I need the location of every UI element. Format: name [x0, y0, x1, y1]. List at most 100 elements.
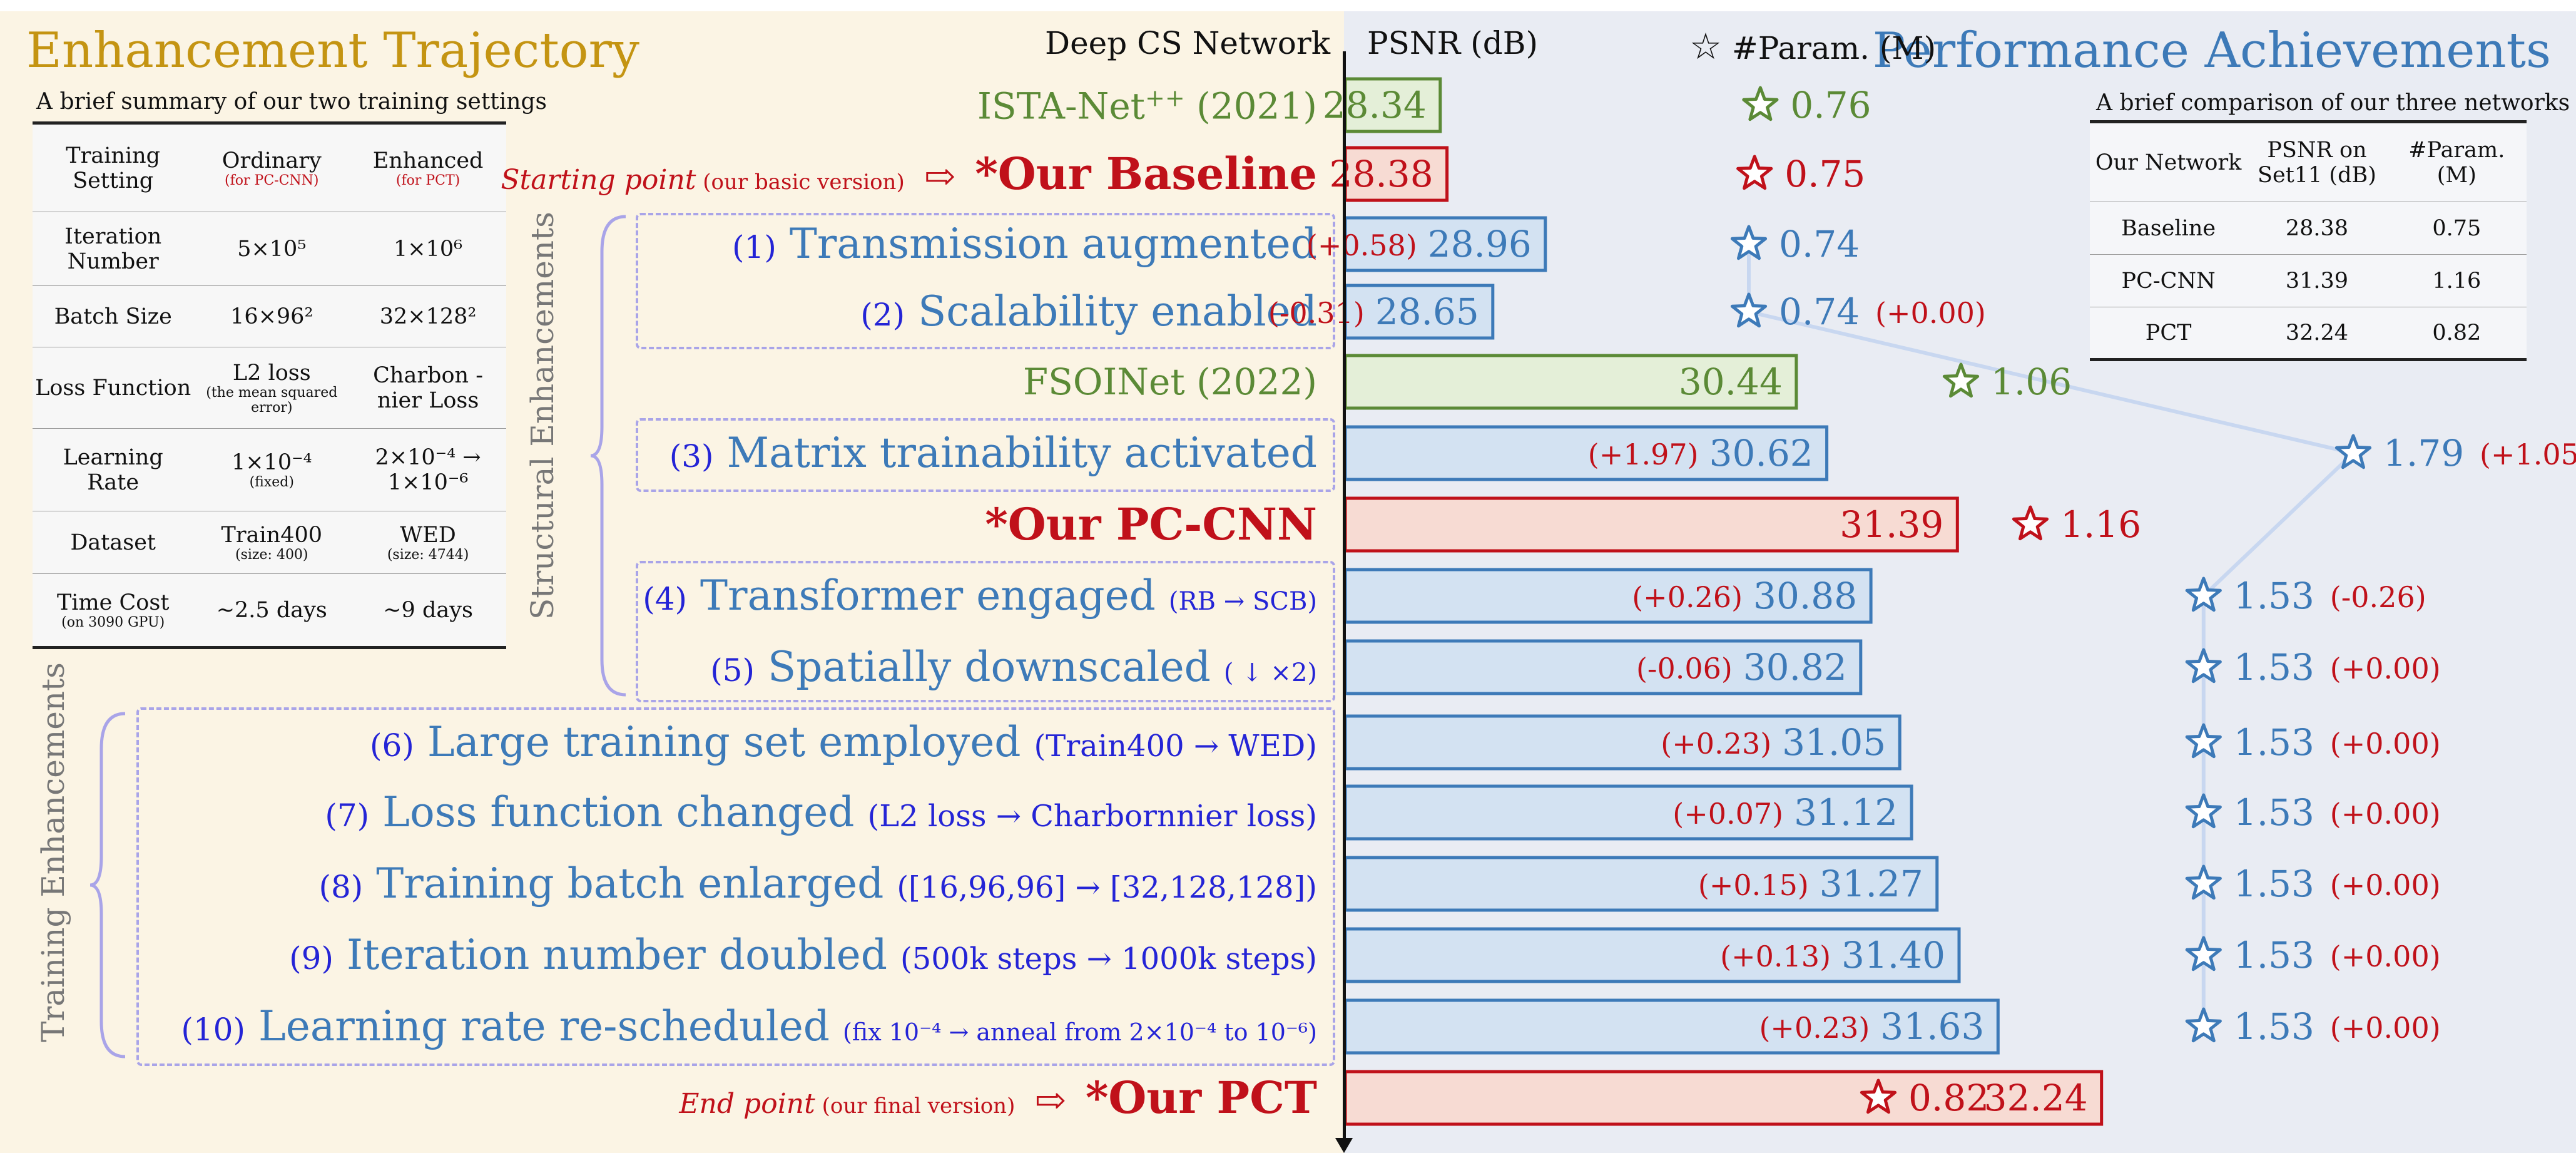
step-note: (L2 loss → Charbornnier loss): [867, 799, 1317, 834]
psnr-delta-label: (+0.13): [1720, 940, 1831, 973]
fsoinet-year: (2022): [1184, 361, 1317, 403]
step-text: Transmission augmented: [789, 220, 1317, 268]
psnr-bar: [1343, 856, 1939, 912]
param-delta-label: (+1.05): [2480, 438, 2576, 471]
param-value-label: 1.53: [2234, 721, 2314, 764]
param-star-icon: [2185, 648, 2222, 684]
param-value-label: 1.53: [2234, 934, 2314, 976]
row-label-step-7: (7) Loss function changed (L2 loss → Cha…: [325, 792, 1317, 833]
param-value-label: 0.76: [1790, 84, 1871, 126]
param-value-label: 0.75: [1784, 153, 1865, 195]
table-header-cell: Our Network: [2095, 150, 2242, 175]
param-star-icon: [1742, 86, 1779, 121]
psnr-value-label: 30.44: [1679, 361, 1783, 403]
psnr-delta-label: (+0.07): [1672, 797, 1783, 831]
table-row: PCT 32.24 0.82: [2090, 307, 2527, 360]
param-value-label: 1.06: [1991, 361, 2072, 403]
psnr-bar: [1343, 216, 1547, 272]
psnr-value-label: 28.38: [1330, 153, 1433, 195]
param-trajectory-line: [1747, 244, 2358, 1027]
psnr-delta-label: (+0.58): [1306, 228, 1417, 262]
ordinary-note: (the mean squared error): [206, 384, 338, 416]
step-note: ( ↓ ×2): [1223, 658, 1317, 687]
psnr-value-label: 30.88: [1753, 575, 1857, 617]
row-label-step-6: (6) Large training set employed (Train40…: [370, 722, 1317, 763]
row-label-note: (on 3090 GPU): [61, 614, 165, 630]
step-text: Loss function changed: [382, 788, 855, 836]
network-cell: Baseline: [2090, 202, 2248, 255]
ordinary-cell: ~2.5 days: [193, 573, 350, 648]
row-label-ista: ISTA-Net++ (2021): [977, 86, 1317, 124]
table-header-cell: #Param. (M): [2408, 137, 2505, 188]
psnr-delta-label: (+0.23): [1759, 1011, 1870, 1045]
step-text: Matrix trainability activated: [726, 429, 1317, 477]
param-header-text: #Param. (M): [1731, 30, 1937, 66]
psnr-cell: 32.24: [2247, 307, 2387, 360]
row-label-step-5: (5) Spatially downscaled ( ↓ ×2): [710, 647, 1317, 688]
step-note: (Train400 → WED): [1034, 729, 1317, 764]
ordinary-value: L2 loss: [232, 360, 311, 386]
row-label-fsoinet: FSOINet (2022): [1023, 364, 1317, 400]
right-title: Performance Achievements: [1872, 23, 2551, 79]
table-row: Learning Rate 1×10⁻⁴ (fixed) 2×10⁻⁴ → 1×…: [33, 428, 506, 511]
step-text: Learning rate re-scheduled: [258, 1002, 830, 1050]
step-text: Training batch enlarged: [376, 859, 884, 908]
param-value-label: 0.74: [1779, 223, 1860, 265]
training-brace: [89, 712, 126, 1058]
psnr-value-label: 31.63: [1880, 1005, 1984, 1048]
left-title: Enhancement Trajectory: [26, 23, 639, 79]
table-row: Batch Size 16×96² 32×128²: [33, 285, 506, 347]
step-text: Transformer engaged: [700, 571, 1156, 620]
ista-sup: ++: [1145, 84, 1185, 112]
row-label: Loss Function: [33, 347, 194, 429]
table-header-cell: Ordinary (for PC-CNN): [193, 123, 350, 212]
row-label: Dataset: [33, 511, 194, 574]
psnr-bar: [1343, 998, 2000, 1055]
step-number: (4): [643, 581, 688, 617]
enhanced-cell: 2×10⁻⁴ → 1×10⁻⁶: [350, 428, 506, 511]
psnr-delta-label: (+1.97): [1588, 438, 1699, 471]
param-star-icon: [2185, 793, 2222, 829]
axis-arrow-icon: [1335, 1138, 1353, 1153]
group-box-steps-4-5: [636, 561, 1335, 702]
row-label-step-4: (4) Transformer engaged (RB → SCB): [643, 575, 1317, 617]
ordinary-cell: L2 loss (the mean squared error): [193, 347, 350, 429]
psnr-value-label: 31.39: [1840, 503, 1943, 546]
enhanced-cell: Charbon -nier Loss: [350, 347, 506, 429]
row-label-step-8: (8) Training batch enlarged ([16,96,96] …: [318, 863, 1317, 904]
step-number: (6): [370, 727, 414, 764]
psnr-value-label: 31.27: [1820, 863, 1923, 905]
ordinary-note: (fixed): [249, 474, 294, 490]
psnr-value-label: 28.34: [1323, 84, 1427, 126]
param-column-header: ☆ #Param. (M): [1689, 25, 1936, 68]
step-number: (7): [325, 797, 370, 834]
step-text: Scalability enabled: [918, 287, 1317, 336]
step-number: (9): [289, 940, 333, 976]
group-box-step-3: [636, 418, 1335, 492]
param-delta-label: (+0.00): [2330, 1011, 2441, 1045]
step-number: (10): [181, 1012, 245, 1048]
row-label-pccnn: *Our PC-CNN: [985, 498, 1317, 550]
ordinary-cell: 5×10⁵: [193, 212, 350, 286]
table-header-cell: Training Setting: [66, 143, 161, 193]
psnr-value-label: 32.24: [1984, 1077, 2088, 1119]
param-value-label: 1.53: [2234, 1005, 2314, 1048]
row-label: Iteration Number: [33, 212, 194, 286]
param-value-label: 0.74: [1779, 290, 1860, 333]
psnr-value-label: 28.65: [1375, 290, 1479, 333]
step-number: (1): [732, 229, 776, 265]
step-number: (3): [669, 438, 714, 474]
param-value-label: 1.16: [2060, 503, 2141, 546]
psnr-value-label: 30.82: [1743, 646, 1847, 689]
param-delta-label: (+0.00): [2330, 940, 2441, 973]
param-star-icon: [1942, 362, 1980, 398]
starting-point-note: (our basic version): [696, 170, 905, 195]
param-value-label: 1.79: [2383, 432, 2464, 474]
param-value-label: 0.82: [1908, 1077, 1989, 1119]
step-text: Large training set employed: [427, 718, 1021, 766]
psnr-bar: [1343, 77, 1442, 133]
psnr-delta-label: (-0.31): [1268, 296, 1365, 330]
row-label-step-10: (10) Learning rate re-scheduled (fix 10⁻…: [181, 1006, 1317, 1047]
ordinary-value: Train400: [221, 522, 323, 548]
header-ordinary-note: (for PC-CNN): [225, 172, 319, 188]
